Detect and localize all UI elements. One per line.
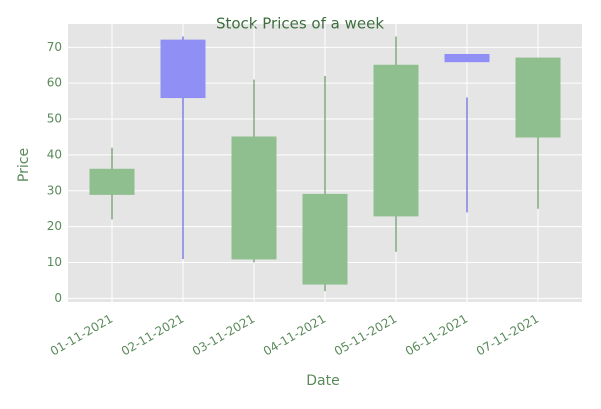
y-tick-label: 20 (47, 219, 62, 233)
y-tick-label: 10 (47, 255, 62, 269)
x-tick-label: 04-11-2021 (261, 312, 328, 359)
x-tick-label: 02-11-2021 (119, 312, 186, 359)
y-tick-label: 70 (47, 40, 62, 54)
candle-body (515, 57, 561, 138)
candle-body (373, 64, 419, 217)
x-tick-label: 03-11-2021 (190, 312, 257, 359)
candle-body (302, 193, 348, 285)
x-tick-label: 07-11-2021 (474, 312, 541, 359)
y-tick-label: 50 (47, 112, 62, 126)
y-tick-label: 60 (47, 76, 62, 90)
x-tick-label: 01-11-2021 (48, 312, 115, 359)
y-tick-label: 0 (54, 291, 62, 305)
candle-body (89, 168, 135, 195)
candle-body (231, 136, 277, 260)
x-tick-label: 05-11-2021 (332, 312, 399, 359)
x-tick-label: 06-11-2021 (403, 312, 470, 359)
y-tick-label: 30 (47, 183, 62, 197)
y-axis-label: Price (16, 148, 32, 182)
candle-body (160, 39, 206, 99)
x-axis-label: Date (306, 373, 339, 389)
candle-body (444, 53, 490, 63)
y-tick-label: 40 (47, 147, 62, 161)
chart-title: Stock Prices of a week (216, 15, 384, 33)
